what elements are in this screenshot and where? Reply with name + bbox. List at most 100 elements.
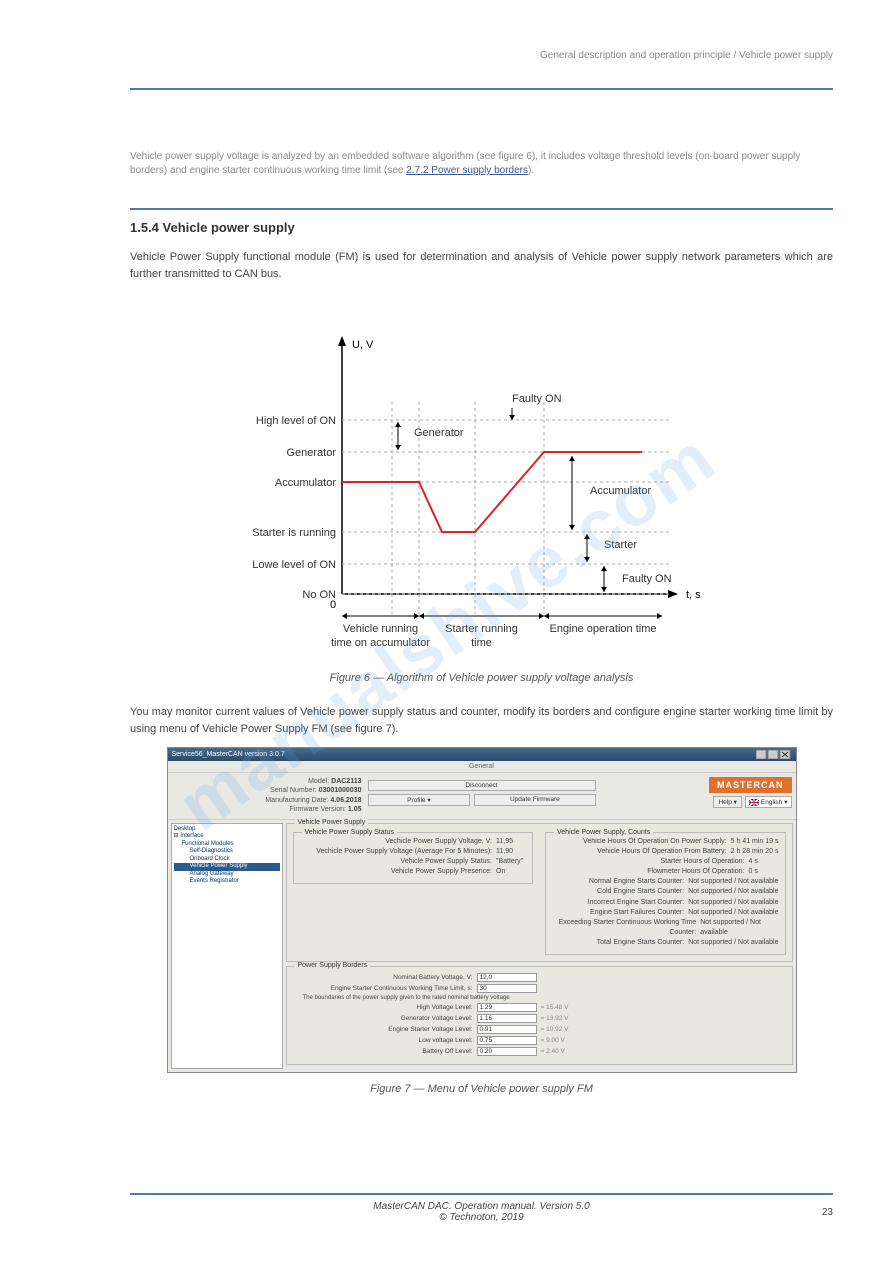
border-field-note: = 13.92 V (541, 1015, 569, 1022)
status-value: On (496, 867, 526, 877)
border-field-label: High Voltage Level: (293, 1004, 473, 1011)
footer-center: MasterCAN DAC. Operation manual. Version… (180, 1201, 783, 1223)
profile-label: Profile (407, 797, 425, 804)
page-header: General description and operation princi… (130, 40, 833, 90)
date-label: Manufacturing Date: (265, 796, 328, 805)
border-field-input[interactable]: 0.20 (477, 1047, 537, 1056)
border-field-label: Engine Starter Voltage Level: (293, 1026, 473, 1033)
svg-text:High level of ON: High level of ON (255, 415, 335, 427)
fw-label: Firmware Version: (290, 805, 346, 814)
section-link[interactable]: 2.7.2 Power supply borders (406, 165, 528, 176)
disconnect-button[interactable]: Disconnect (368, 780, 596, 791)
counts-label: Incorrect Engine Start Counter: (588, 898, 685, 908)
counts-label: Vehicle Hours Of Operation On Power Supp… (583, 837, 727, 847)
figure-6-caption: Figure 6 — Algorithm of Vehicle power su… (130, 672, 833, 684)
intro-paragraph: Vehicle power supply voltage is analyzed… (130, 150, 833, 178)
border-field-input[interactable]: 1.29 (477, 1003, 537, 1012)
app-window: Service56_MasterCAN version 3.0.7 Genera… (167, 747, 797, 1073)
counts-label: Engine Start Failures Counter: (590, 908, 684, 918)
window-controls[interactable] (756, 750, 792, 759)
border-field-row: Battery Off Level: 0.20 = 2.40 V (293, 1047, 786, 1056)
svg-text:Generator: Generator (414, 427, 464, 439)
tree-item[interactable]: Functional Modules (174, 841, 280, 849)
panel-title: Vehicle Power Supply (295, 819, 369, 826)
border-field-input[interactable]: 1.16 (477, 1014, 537, 1023)
borders-note: The boundaries of the power supply given… (303, 995, 786, 1001)
figure-7-screenshot: Service56_MasterCAN version 3.0.7 Genera… (167, 747, 797, 1073)
counts-row: Exceeding Starter Continuous Working Tim… (552, 918, 779, 938)
counts-label: Starter Hours of Operation: (660, 857, 744, 867)
vehicle-power-supply-panel: Vehicle Power Supply Vehicle Power Suppl… (286, 823, 793, 963)
starter-time-input[interactable]: 30 (477, 984, 537, 993)
svg-text:Starter is running: Starter is running (252, 527, 336, 539)
tree-item[interactable]: Events Registrator (174, 878, 280, 886)
border-field-row: Generator Voltage Level:1.16= 13.92 V (293, 1014, 786, 1023)
header-path: General description and operation princi… (540, 50, 833, 61)
border-field-note: = 15.48 V (541, 1004, 569, 1011)
counts-row: Flowmeter Hours Of Operation:0 s (552, 867, 779, 877)
nominal-voltage-input[interactable]: 12,0 (477, 973, 537, 982)
borders-group-title: Power Supply Borders (295, 962, 371, 969)
svg-text:Accumulator: Accumulator (590, 485, 651, 497)
tree-item[interactable]: Self-Diagnostics (174, 848, 280, 856)
border-field-input[interactable]: 0.91 (477, 1025, 537, 1034)
fw-value: 1.05 (348, 806, 362, 813)
border-field-note: = 10.92 V (541, 1026, 569, 1033)
border-field-label: Low voltage Level: (293, 1037, 473, 1044)
language-label: English (761, 799, 782, 806)
tree-item[interactable]: Onboard Clock (174, 856, 280, 864)
counts-value: Not supported / Not available (688, 938, 778, 948)
counts-value: Not supported / Not available (688, 877, 778, 887)
profile-dropdown[interactable]: Profile ▾ (368, 794, 471, 806)
status-label: Vechicle Power Supply Voltage, V: (385, 837, 492, 847)
help-label: Help (718, 799, 731, 806)
language-selector[interactable]: English ▾ (745, 796, 792, 808)
counts-row: Total Engine Starts Counter:Not supporte… (552, 938, 779, 948)
counts-label: Normal Engine Starts Counter: (589, 877, 684, 887)
svg-text:time: time (471, 637, 492, 649)
status-row: Vechicle Power Supply Voltage, V:11,95 (300, 837, 527, 847)
counts-value: Not supported / Not available (700, 918, 778, 938)
status-row: Vehicle Power Supply Status:"Battery" (300, 857, 527, 867)
status-group: Vehicle Power Supply Status Vechicle Pow… (293, 832, 534, 885)
border-field-note: = 2.40 V (541, 1048, 565, 1055)
status-label: Vehicle Power Supply Presence: (391, 867, 492, 877)
page-number: 23 (783, 1207, 833, 1218)
svg-text:Lowe level of ON: Lowe level of ON (252, 559, 336, 571)
tree-item[interactable]: Desktop (174, 826, 280, 834)
status-value: "Battery" (496, 857, 526, 867)
counts-label: Cold Engine Starts Counter: (597, 887, 684, 897)
counts-row: Cold Engine Starts Counter:Not supported… (552, 887, 779, 897)
tree-item[interactable]: Vehicle Power Supply (174, 863, 280, 871)
model-label: Model: (308, 777, 329, 786)
brand-logo: MASTERCAN (709, 777, 792, 793)
borders-group: Power Supply Borders Nominal Battery Vol… (286, 966, 793, 1065)
counts-row: Vehicle Hours Of Operation On Power Supp… (552, 837, 779, 847)
general-label: General (168, 761, 796, 773)
window-titlebar: Service56_MasterCAN version 3.0.7 (168, 748, 796, 761)
device-info: Model: DAC2113 Serial Number: 0300100003… (172, 777, 362, 815)
counts-row: Incorrect Engine Start Counter:Not suppo… (552, 898, 779, 908)
help-dropdown[interactable]: Help ▾ (713, 796, 741, 808)
flag-icon (749, 799, 759, 806)
counts-row: Starter Hours of Operation:4 s (552, 857, 779, 867)
voltage-analysis-chart: U, Vt, s0High level of ONGeneratorAccumu… (222, 302, 742, 662)
update-firmware-button[interactable]: Update Firmware (474, 794, 595, 806)
border-field-input[interactable]: 0.75 (477, 1036, 537, 1045)
border-field-label: Battery Off Level: (293, 1048, 473, 1055)
intro-text-2: ). (528, 165, 534, 176)
tree-item[interactable]: Analog Gateway (174, 871, 280, 879)
navigation-tree[interactable]: Desktop⊟ InterfaceFunctional ModulesSelf… (171, 823, 283, 1070)
status-label: Vechicle Power Supply Voltage (Average F… (316, 847, 492, 857)
status-row: Vehicle Power Supply Presence: On (300, 867, 527, 877)
svg-text:Starter: Starter (604, 539, 637, 551)
svg-text:Accumulator: Accumulator (274, 477, 335, 489)
tree-item[interactable]: ⊟ Interface (174, 833, 280, 841)
svg-text:Faulty ON: Faulty ON (512, 393, 562, 405)
counts-group-title: Vehicle Power Supply, Counts (554, 828, 653, 838)
paragraph-2: You may monitor current values of Vehicl… (130, 704, 833, 737)
counts-value: 2 h 28 min 20 s (731, 847, 779, 857)
serial-label: Serial Number: (270, 786, 317, 795)
svg-text:Starter running: Starter running (445, 623, 518, 635)
counts-value: Not supported / Not available (688, 898, 778, 908)
